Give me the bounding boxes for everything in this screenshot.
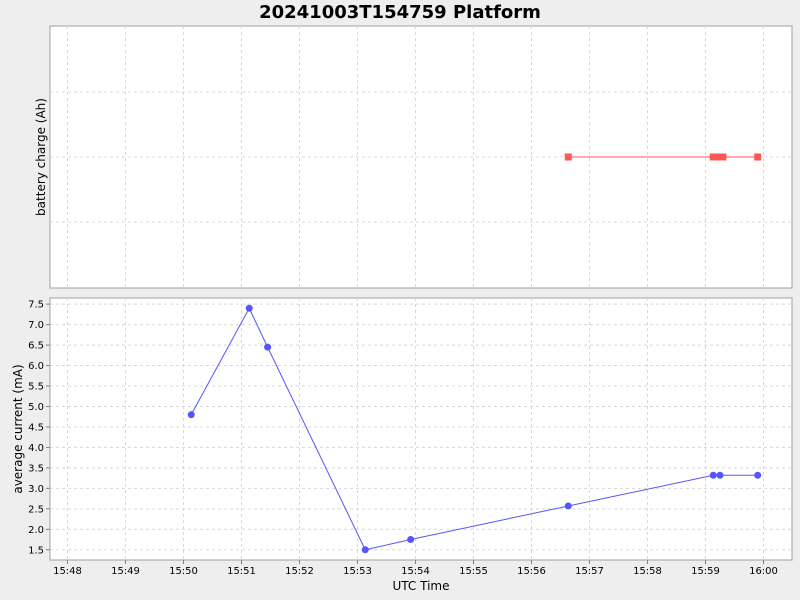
battery-charge-point [719, 153, 727, 161]
battery-charge-point [754, 153, 762, 161]
average-current-point [407, 536, 415, 544]
average-current-point [716, 471, 724, 479]
y-tick-label: 6.5 [28, 341, 44, 352]
x-tick-label: 15:52 [285, 566, 314, 577]
average-current-point [564, 502, 572, 510]
bottom-plot-area [49, 297, 793, 561]
top-y-axis-label: battery charge (Ah) [34, 98, 48, 216]
y-tick-label: 6.0 [28, 361, 44, 372]
average-current-point [754, 471, 762, 479]
y-tick-label: 2.0 [28, 525, 44, 536]
x-tick-label: 15:55 [459, 566, 488, 577]
x-tick-label: 15:50 [169, 566, 198, 577]
y-tick-label: 4.5 [28, 422, 44, 433]
average-current-point [187, 411, 195, 419]
x-axis-label: UTC Time [393, 579, 450, 593]
chart-title: 20241003T154759 Platform [259, 2, 541, 23]
bottom-y-axis-ticks: 1.5 2.0 2.5 3.0 3.5 4.0 4.5 5.0 5.5 6.0 6.5 7.0 7.5 [28, 300, 50, 556]
y-tick-label: 7.5 [28, 300, 44, 311]
y-tick-label: 5.0 [28, 402, 44, 413]
bottom-plot-grid [50, 298, 792, 560]
y-tick-label: 2.5 [28, 504, 44, 515]
bottom-series-average-current [187, 304, 762, 554]
x-tick-label: 15:51 [227, 566, 256, 577]
top-series-battery-charge [564, 153, 762, 161]
x-tick-label: 15:59 [691, 566, 720, 577]
x-axis: 15:48 15:49 15:50 15:51 15:52 15:53 15:54 15:55… [53, 560, 778, 577]
x-tick-label: 15:53 [343, 566, 372, 577]
average-current-point [264, 343, 272, 351]
average-current-point [245, 304, 253, 312]
bottom-y-axis-label: average current (mA) [11, 364, 25, 493]
y-tick-label: 7.0 [28, 320, 44, 331]
y-tick-label: 1.5 [28, 545, 44, 556]
battery-charge-point [564, 153, 572, 161]
y-tick-label: 4.0 [28, 443, 44, 454]
average-current-point [709, 471, 717, 479]
average-current-point [361, 546, 369, 554]
x-tick-label: 15:58 [633, 566, 662, 577]
y-tick-label: 3.0 [28, 484, 44, 495]
battery-charge-point [715, 153, 723, 161]
y-tick-label: 3.5 [28, 463, 44, 474]
x-tick-label: 15:49 [111, 566, 140, 577]
x-tick-label: 16:00 [749, 566, 778, 577]
x-tick-label: 15:56 [517, 566, 546, 577]
y-tick-label: 5.5 [28, 382, 44, 393]
x-tick-label: 15:48 [53, 566, 82, 577]
x-tick-label: 15:57 [575, 566, 604, 577]
x-tick-label: 15:54 [401, 566, 430, 577]
battery-charge-point [709, 153, 717, 161]
